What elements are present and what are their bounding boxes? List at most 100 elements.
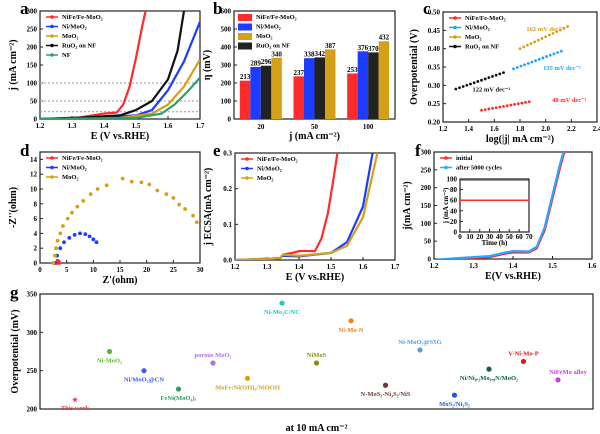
legend-label: MoO₂: [62, 33, 78, 40]
data-point: [555, 30, 559, 34]
bar-value-label: 370: [368, 45, 379, 53]
data-point: [244, 375, 251, 381]
bar: [271, 57, 282, 119]
x-tick-label: 1.2: [231, 263, 240, 271]
data-point: [58, 231, 63, 236]
y-tick-label: 300: [27, 8, 38, 16]
y-axis-label: j ECSA(mA cm⁻²): [203, 168, 214, 247]
y-tick-label: 40: [450, 207, 458, 215]
y-tick-label: 350: [27, 291, 38, 299]
y-tick-label: 150: [421, 202, 432, 210]
y-tick-label: 60: [450, 197, 458, 205]
data-point: [512, 67, 515, 71]
x-tick-label: 1.4: [295, 263, 304, 271]
data-point: [469, 82, 472, 86]
data-point: [164, 192, 169, 197]
x-axis-label: log(|j| mA cm⁻²): [486, 134, 554, 145]
data-point: [520, 358, 527, 365]
x-tick-label: 1.6: [164, 122, 173, 130]
data-point: [171, 195, 176, 200]
x-tick-label: 20: [257, 123, 265, 131]
bar: [250, 66, 261, 119]
data-point: [451, 392, 458, 398]
x-tick-label: 1.3: [263, 263, 272, 271]
y-tick-label: 250: [27, 26, 38, 34]
bar-value-label: 237: [294, 69, 305, 77]
data-point: [83, 232, 88, 237]
plot-frame: [39, 293, 594, 410]
data-point: [104, 183, 109, 188]
x-tick-label: 1.6: [588, 262, 597, 270]
x-tick-label: 1.5: [327, 263, 336, 271]
data-point: [505, 104, 509, 108]
x-tick-label: 10: [90, 266, 98, 274]
data-point: [562, 26, 566, 30]
data-point: [494, 73, 498, 77]
data-point: [348, 318, 354, 324]
legend-swatch: [238, 14, 252, 21]
y-axis-label: j (mA cm⁻²): [8, 39, 19, 91]
data-point: [491, 75, 494, 78]
data-point: [139, 180, 144, 185]
data-point: [54, 246, 58, 251]
y-tick-label: 300: [221, 62, 232, 70]
data-point: [67, 235, 72, 240]
legend-label: NiFe/Fe-MoO₂: [465, 15, 506, 22]
legend-label: Ni/MoO₂: [62, 24, 87, 31]
legend-marker: [245, 176, 249, 180]
point-label: NiFeMo alloy: [549, 369, 587, 376]
legend-label: Ni/MoO₂: [256, 24, 281, 31]
data-point: [72, 232, 77, 237]
data-point: [417, 347, 423, 353]
y-tick-label: 50: [424, 238, 432, 246]
y-tick-label: 10: [30, 186, 38, 194]
data-point: [51, 261, 56, 265]
series-line: [434, 152, 565, 259]
bar-value-label: 296: [261, 58, 272, 66]
legend-marker: [50, 175, 54, 179]
y-tick-label: 4: [34, 230, 38, 238]
point-label: Ni/Ni₀.₂Mo₀.₈N/MoO₂: [460, 375, 518, 382]
data-point: [91, 237, 96, 242]
legend-marker: [245, 166, 249, 171]
x-tick-label: 1.3: [68, 122, 77, 130]
point-label: V-Ni-Mo-P: [508, 350, 539, 357]
data-point: [61, 224, 65, 228]
legend-marker: [245, 157, 249, 161]
legend-marker: [50, 165, 54, 170]
bar: [368, 52, 379, 119]
data-point: [62, 240, 66, 245]
series-line: [235, 153, 379, 260]
x-tick-label: 1.4: [100, 122, 109, 130]
data-point: [55, 238, 60, 243]
bar-value-label: 376: [358, 44, 369, 52]
y-axis-label: η (mV): [202, 50, 213, 80]
bar: [347, 73, 358, 119]
legend-label: MoO₂: [62, 174, 78, 181]
data-point: [177, 202, 182, 207]
data-point: [523, 63, 526, 67]
data-point: [155, 188, 160, 193]
x-tick-label: 1.5: [132, 122, 141, 130]
y-tick-label: 200: [27, 44, 38, 52]
data-point: [525, 43, 529, 47]
y-tick-label: 0: [428, 256, 432, 264]
data-point: [566, 25, 570, 28]
bar-value-label: 289: [250, 59, 261, 67]
data-point: [183, 207, 187, 211]
legend-marker: [50, 43, 54, 48]
legend-label: NF: [62, 52, 71, 59]
legend-label: NiFe/Fe-MoO₂: [257, 156, 298, 163]
x-tick-label: 1.2: [439, 125, 448, 133]
data-point: [552, 52, 556, 56]
legend-label: initial: [456, 155, 472, 162]
data-point: [141, 368, 147, 374]
data-point: [498, 72, 502, 76]
y-tick-label: 0: [228, 116, 232, 124]
y-tick-label: 0.30: [428, 82, 441, 90]
y-tick-label: 12: [30, 171, 38, 179]
x-tick-label: 0: [458, 233, 462, 241]
panel-label: g: [10, 283, 19, 302]
point-label: MoS₂/Ni₃S₂: [439, 401, 470, 408]
